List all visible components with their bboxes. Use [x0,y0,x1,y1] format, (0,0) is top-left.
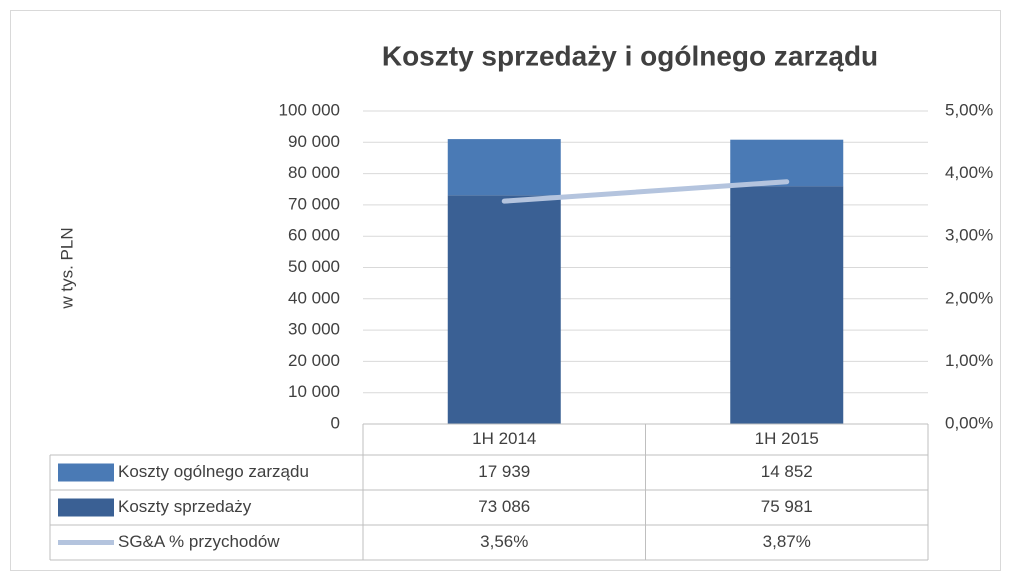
y-tick-label: 90 000 [288,132,340,151]
y-tick-label: 10 000 [288,382,340,401]
table-value: 3,87% [763,532,811,551]
y-tick-label: 50 000 [288,257,340,276]
bar [447,195,561,424]
table-value: 3,56% [480,532,528,551]
legend-label: Koszty ogólnego zarządu [118,462,309,481]
table-value: 73 086 [478,497,530,516]
y-tick-label: 60 000 [288,226,340,245]
y-tick-label: 40 000 [288,288,340,307]
x-tick-label: 1H 2015 [755,429,819,448]
y-tick-label: 20 000 [288,351,340,370]
y2-tick-label: 2,00% [945,288,993,307]
table-value: 14 852 [761,462,813,481]
bar [730,186,844,424]
legend-label: Koszty sprzedaży [118,497,252,516]
y2-tick-label: 4,00% [945,163,993,182]
line-series [501,179,790,204]
y-tick-label: 70 000 [288,194,340,213]
y2-tick-label: 0,00% [945,413,993,432]
y-axis-label: w tys. PLN [57,227,76,309]
y-tick-label: 100 000 [279,100,340,119]
x-tick-label: 1H 2014 [472,429,536,448]
bar [447,139,561,196]
y-tick-label: 0 [331,413,340,432]
table-value: 17 939 [478,462,530,481]
y2-tick-label: 3,00% [945,226,993,245]
bar [730,139,844,187]
y-tick-label: 80 000 [288,163,340,182]
y-tick-label: 30 000 [288,320,340,339]
y2-tick-label: 5,00% [945,100,993,119]
y2-tick-label: 1,00% [945,351,993,370]
table-value: 75 981 [761,497,813,516]
legend-key [58,463,114,482]
legend-label: SG&A % przychodów [118,532,280,551]
legend-key [58,498,114,517]
chart-title: Koszty sprzedaży i ogólnego zarządu [382,40,878,71]
